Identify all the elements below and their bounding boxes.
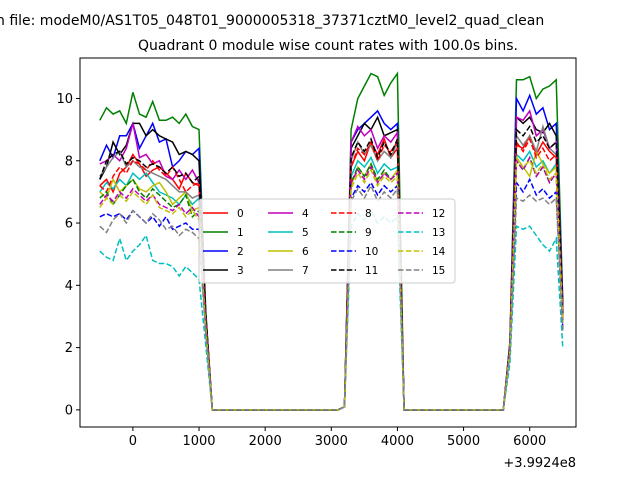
y-tick-label: 8: [65, 154, 73, 169]
legend-label-8: 8: [365, 208, 372, 220]
plot-frame: [79, 57, 577, 428]
x-tick-label: 3000: [315, 434, 348, 449]
legend-label-1: 1: [237, 227, 244, 239]
y-axis: 0 2 4 6 8 10: [56, 92, 80, 418]
chart-title: Quadrant 0 module wise count rates with …: [138, 38, 518, 54]
x-tick-label: 1000: [182, 434, 215, 449]
y-tick-label: 0: [65, 403, 73, 418]
series-layer: [99, 71, 564, 411]
x-tick-label: 6000: [513, 434, 546, 449]
series-line-8: [99, 137, 564, 411]
x-axis: 0 1000 2000 3000 4000 5000 6000: [129, 427, 546, 449]
legend-label-12: 12: [432, 208, 445, 220]
figure-suptitle: n file: modeM0/AS1T05_048T01_9000005318_…: [0, 13, 544, 29]
y-tick-label: 2: [65, 341, 73, 356]
x-tick-label: 0: [129, 434, 137, 449]
legend-label-5: 5: [302, 227, 309, 239]
legend-label-11: 11: [365, 265, 378, 277]
x-offset-label: +3.9924e8: [503, 456, 576, 471]
legend-label-10: 10: [365, 246, 378, 258]
y-tick-label: 10: [56, 92, 73, 107]
x-tick-label: 4000: [381, 434, 414, 449]
y-tick-label: 6: [65, 217, 73, 232]
legend-label-7: 7: [302, 265, 309, 277]
legend-label-4: 4: [302, 208, 309, 220]
legend-label-15: 15: [432, 265, 445, 277]
legend-box: [198, 198, 456, 284]
x-tick-label: 5000: [447, 434, 480, 449]
legend-label-6: 6: [302, 246, 309, 258]
legend-label-3: 3: [237, 265, 244, 277]
legend-label-9: 9: [365, 227, 372, 239]
series-line-15: [99, 183, 564, 411]
y-tick-label: 4: [65, 279, 73, 294]
legend-label-13: 13: [432, 227, 445, 239]
legend-label-0: 0: [237, 208, 244, 220]
legend-label-2: 2: [237, 246, 244, 258]
legend-label-14: 14: [432, 246, 446, 258]
x-tick-label: 2000: [249, 434, 282, 449]
